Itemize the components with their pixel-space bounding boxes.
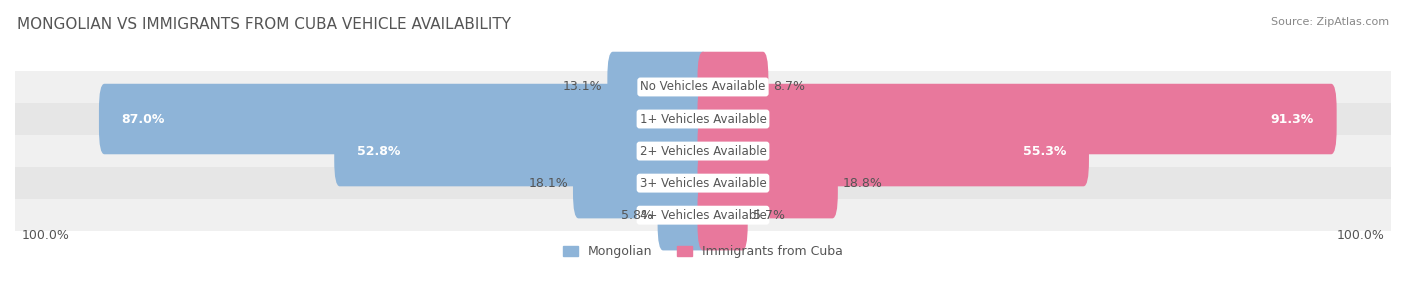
Text: 5.7%: 5.7% (752, 209, 785, 222)
FancyBboxPatch shape (697, 84, 1337, 154)
Text: MONGOLIAN VS IMMIGRANTS FROM CUBA VEHICLE AVAILABILITY: MONGOLIAN VS IMMIGRANTS FROM CUBA VEHICL… (17, 17, 510, 32)
Text: 87.0%: 87.0% (122, 112, 165, 126)
Text: 5.8%: 5.8% (621, 209, 652, 222)
Text: 100.0%: 100.0% (1336, 229, 1384, 242)
Bar (15, 71, 1391, 103)
FancyBboxPatch shape (574, 148, 709, 219)
Bar (15, 135, 1391, 167)
Text: 52.8%: 52.8% (357, 145, 401, 158)
FancyBboxPatch shape (658, 180, 709, 251)
Text: Source: ZipAtlas.com: Source: ZipAtlas.com (1271, 17, 1389, 27)
FancyBboxPatch shape (697, 148, 838, 219)
Legend: Mongolian, Immigrants from Cuba: Mongolian, Immigrants from Cuba (558, 240, 848, 263)
FancyBboxPatch shape (697, 52, 768, 122)
Bar (15, 103, 1391, 135)
FancyBboxPatch shape (98, 84, 709, 154)
Bar (15, 199, 1391, 231)
Bar (15, 167, 1391, 199)
Text: 1+ Vehicles Available: 1+ Vehicles Available (640, 112, 766, 126)
FancyBboxPatch shape (697, 180, 748, 251)
Text: 4+ Vehicles Available: 4+ Vehicles Available (640, 209, 766, 222)
FancyBboxPatch shape (335, 116, 709, 186)
Text: No Vehicles Available: No Vehicles Available (640, 80, 766, 94)
Text: 13.1%: 13.1% (562, 80, 603, 94)
Text: 2+ Vehicles Available: 2+ Vehicles Available (640, 145, 766, 158)
Text: 91.3%: 91.3% (1271, 112, 1315, 126)
Text: 3+ Vehicles Available: 3+ Vehicles Available (640, 177, 766, 190)
Text: 55.3%: 55.3% (1024, 145, 1066, 158)
FancyBboxPatch shape (697, 116, 1090, 186)
FancyBboxPatch shape (607, 52, 709, 122)
Text: 100.0%: 100.0% (22, 229, 70, 242)
Text: 18.8%: 18.8% (842, 177, 883, 190)
Text: 18.1%: 18.1% (529, 177, 568, 190)
Text: 8.7%: 8.7% (773, 80, 806, 94)
